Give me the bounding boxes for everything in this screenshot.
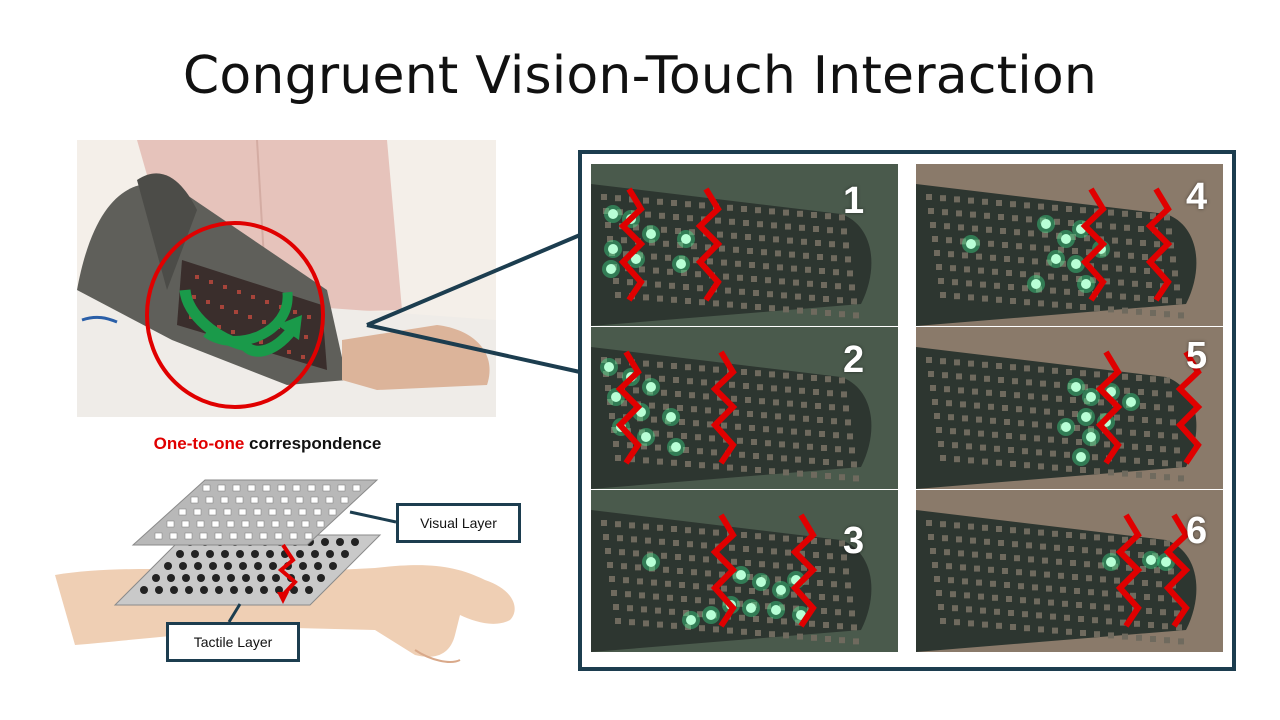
sleeve-photo (77, 140, 496, 417)
layer-illustration (55, 479, 515, 663)
frame-number-4: 4 (1186, 176, 1208, 218)
frame-number-5: 5 (1186, 335, 1208, 377)
tactile-layer-label: Tactile Layer (166, 622, 300, 662)
led-frame-6: 6 (916, 490, 1223, 652)
correspondence-highlight: One-to-one (153, 434, 245, 453)
frame-number-2: 2 (843, 339, 865, 381)
led-frame-4: 4 (916, 164, 1223, 326)
led-frame-5: 5 (916, 327, 1223, 489)
correspondence-text: correspondence (244, 434, 382, 453)
led-sequence-panel (578, 150, 1236, 671)
frame-number-6: 6 (1186, 510, 1208, 552)
slide-title: Congruent Vision-Touch Interaction (182, 46, 1098, 106)
led-frame-2: 2 (591, 327, 898, 489)
correspondence-caption: One-to-one correspondence (0, 434, 535, 454)
led-frame-1: 1 (591, 164, 898, 326)
visual-layer-label: Visual Layer (396, 503, 521, 543)
led-frame-3: 3 (591, 490, 898, 652)
frame-number-1: 1 (843, 180, 865, 222)
frame-number-3: 3 (843, 520, 865, 562)
